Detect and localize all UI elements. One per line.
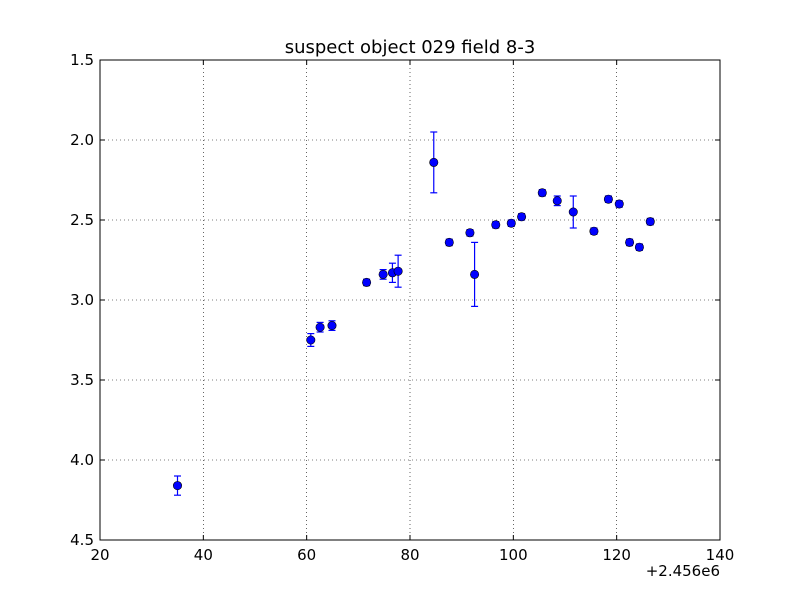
data-point xyxy=(315,322,325,332)
x-tick-label: 100 xyxy=(499,546,528,564)
x-tick-label: 80 xyxy=(400,546,419,564)
y-tick-label: 1.5 xyxy=(70,51,94,69)
data-point xyxy=(552,196,562,206)
y-tick-label: 3.0 xyxy=(70,291,94,309)
x-tick-label: 140 xyxy=(706,546,735,564)
data-point xyxy=(173,481,183,491)
y-tick-label: 2.5 xyxy=(70,211,94,229)
chart-title: suspect object 029 field 8-3 xyxy=(285,37,536,58)
data-point xyxy=(465,228,475,238)
x-tick-label: 120 xyxy=(602,546,631,564)
data-point xyxy=(603,194,613,204)
data-point xyxy=(589,226,599,236)
data-point xyxy=(625,237,635,247)
data-point xyxy=(506,218,516,228)
x-tick-label: 60 xyxy=(297,546,316,564)
x-tick-label: 40 xyxy=(194,546,213,564)
y-tick-label: 4.5 xyxy=(70,531,94,549)
data-point xyxy=(362,277,372,287)
data-point xyxy=(645,217,655,227)
y-tick-label: 2.0 xyxy=(70,131,94,149)
data-point xyxy=(378,269,388,279)
data-point xyxy=(393,266,403,276)
data-points xyxy=(173,157,655,491)
data-point xyxy=(614,199,624,209)
grid-lines xyxy=(99,59,721,541)
data-point xyxy=(491,220,501,230)
data-point xyxy=(429,157,439,167)
x-tick-label: 20 xyxy=(90,546,109,564)
data-point xyxy=(306,335,316,345)
x-axis-offset-label: +2.456e6 xyxy=(646,562,720,580)
axis-ticks xyxy=(99,59,721,541)
data-point xyxy=(634,242,644,252)
tick-labels: 20 40 60 80 100 120 140 1.5 2.0 2.5 3.0 3.5 4.0 4.5 xyxy=(70,51,734,564)
data-point xyxy=(568,207,578,217)
error-bars xyxy=(174,131,654,496)
data-point xyxy=(537,188,547,198)
data-point xyxy=(470,269,480,279)
data-point xyxy=(517,212,527,222)
data-point xyxy=(444,237,454,247)
y-tick-label: 3.5 xyxy=(70,371,94,389)
data-point xyxy=(327,321,337,331)
y-tick-label: 4.0 xyxy=(70,451,94,469)
